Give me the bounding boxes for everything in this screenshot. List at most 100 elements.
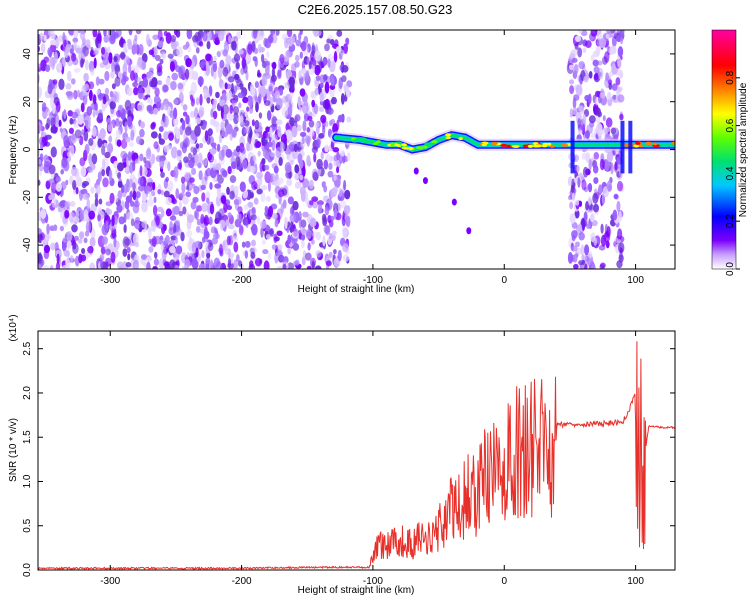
spectrogram-cell bbox=[343, 43, 349, 54]
spectrogram-cell bbox=[168, 132, 174, 141]
spectrogram-xlabel: Height of straight line (km) bbox=[298, 284, 415, 295]
spectrogram-cell bbox=[48, 194, 53, 201]
signal-peak bbox=[396, 144, 401, 148]
signal-peak bbox=[445, 136, 452, 140]
spectrogram-cell bbox=[152, 181, 156, 191]
spectrogram-cell bbox=[158, 138, 165, 145]
spectrogram-cell bbox=[257, 93, 262, 104]
signal-peak bbox=[652, 142, 658, 146]
spectrogram-cell bbox=[169, 220, 174, 232]
spectrogram-cell bbox=[182, 111, 188, 117]
spectrogram-cell bbox=[53, 51, 58, 64]
spectrogram-cell bbox=[99, 254, 105, 262]
spectrogram-cell bbox=[289, 116, 295, 126]
spectrogram-cell bbox=[578, 61, 586, 70]
spectrogram-cell bbox=[159, 235, 164, 241]
spectrogram-cell bbox=[227, 212, 232, 219]
spectrogram-cell bbox=[186, 230, 193, 238]
spectrogram-cell bbox=[145, 148, 152, 160]
spectrogram-cell bbox=[619, 37, 624, 45]
spectrogram-cell bbox=[236, 145, 241, 153]
spectrogram-cell bbox=[606, 30, 612, 35]
stray-point bbox=[451, 198, 457, 206]
spectrogram-cell bbox=[282, 263, 287, 269]
spectrogram-cell bbox=[287, 234, 292, 245]
spectrogram-cell bbox=[618, 242, 625, 254]
spectrogram-cell bbox=[569, 201, 574, 210]
spectrogram-cell bbox=[43, 160, 50, 168]
spectrogram-cell bbox=[236, 254, 240, 263]
spectrogram-cell bbox=[275, 193, 279, 199]
spectrogram-cell bbox=[100, 46, 106, 55]
spectrogram-cell bbox=[298, 217, 302, 229]
spectrogram-cell bbox=[97, 214, 101, 222]
spectrogram-cell bbox=[320, 151, 324, 160]
spectrogram-cell bbox=[231, 128, 237, 138]
spectrogram-cell bbox=[324, 144, 329, 153]
spectrogram-cell bbox=[295, 39, 302, 47]
spectrogram-cell bbox=[574, 35, 581, 42]
spectrogram-cell bbox=[582, 113, 587, 125]
spectrogram-cell bbox=[299, 174, 304, 181]
spectrogram-cell bbox=[167, 53, 174, 59]
spectrogram-cell bbox=[567, 176, 573, 187]
spectrogram-cell bbox=[130, 129, 135, 141]
spectrogram-cell bbox=[326, 38, 332, 44]
spectrogram-cell bbox=[55, 249, 62, 257]
spectrogram-cell bbox=[173, 222, 177, 234]
spectrogram-cell bbox=[610, 30, 616, 34]
spectrogram-cell bbox=[588, 115, 596, 124]
spectrogram-cell bbox=[73, 120, 79, 129]
spectrogram-cell bbox=[243, 204, 250, 211]
spectrogram-cell bbox=[62, 56, 66, 67]
spectrogram-cell bbox=[254, 132, 260, 139]
spectrogram-cell bbox=[38, 63, 41, 70]
spectrogram-cell bbox=[568, 64, 574, 71]
spectrogram-cell bbox=[98, 93, 103, 102]
spectrogram-cell bbox=[238, 225, 244, 236]
spectrogram-cell bbox=[337, 114, 345, 123]
spectrogram-cell bbox=[336, 166, 340, 174]
spectrogram-cell bbox=[300, 41, 307, 52]
spectrogram-cell bbox=[84, 119, 89, 128]
spectrogram-cell bbox=[319, 106, 325, 112]
spectrogram-cell bbox=[127, 64, 132, 74]
spectrogram-cell bbox=[581, 179, 587, 191]
spectrogram-cell bbox=[105, 248, 111, 256]
spectrogram-cell bbox=[163, 131, 169, 141]
signal-peak bbox=[458, 137, 463, 141]
spectrogram-cell bbox=[604, 51, 610, 63]
signal-peak bbox=[452, 134, 459, 138]
spectrogram-cell bbox=[572, 254, 578, 263]
spectrogram-cell bbox=[259, 85, 267, 98]
spectrogram-cell bbox=[574, 209, 580, 219]
spectrogram-cell bbox=[215, 261, 223, 269]
spectrogram-cell bbox=[327, 107, 334, 115]
spectrogram-cell bbox=[294, 173, 299, 180]
spectrogram-cell bbox=[148, 49, 155, 56]
spectrogram-cell bbox=[235, 61, 240, 70]
spectrogram-cell bbox=[241, 158, 248, 170]
spectrogram-cell bbox=[300, 234, 306, 241]
spectrogram-cell bbox=[43, 244, 51, 254]
spectrogram-cell bbox=[44, 135, 48, 147]
spectrogram-cell bbox=[329, 120, 333, 126]
spectrogram-cell bbox=[116, 261, 124, 269]
spectrogram-cell bbox=[258, 112, 263, 119]
spectrogram-cell bbox=[165, 32, 172, 44]
spectrogram-cell bbox=[598, 184, 603, 196]
spectrogram-cell bbox=[128, 178, 133, 188]
spectrogram-cell bbox=[301, 239, 305, 249]
spectrogram-cell bbox=[92, 30, 98, 38]
spectrogram-cell bbox=[151, 225, 157, 232]
spectrogram-cell bbox=[226, 186, 230, 195]
signal-peak bbox=[670, 141, 675, 145]
spectrogram-cell bbox=[587, 93, 592, 105]
spectrogram-cell bbox=[256, 171, 263, 180]
spectrogram-cell bbox=[210, 108, 214, 118]
spectrogram-cell bbox=[223, 30, 230, 36]
y-tick-label: 40 bbox=[22, 48, 33, 60]
spectrogram-cell bbox=[324, 224, 331, 236]
spectrogram-cell bbox=[572, 97, 577, 109]
